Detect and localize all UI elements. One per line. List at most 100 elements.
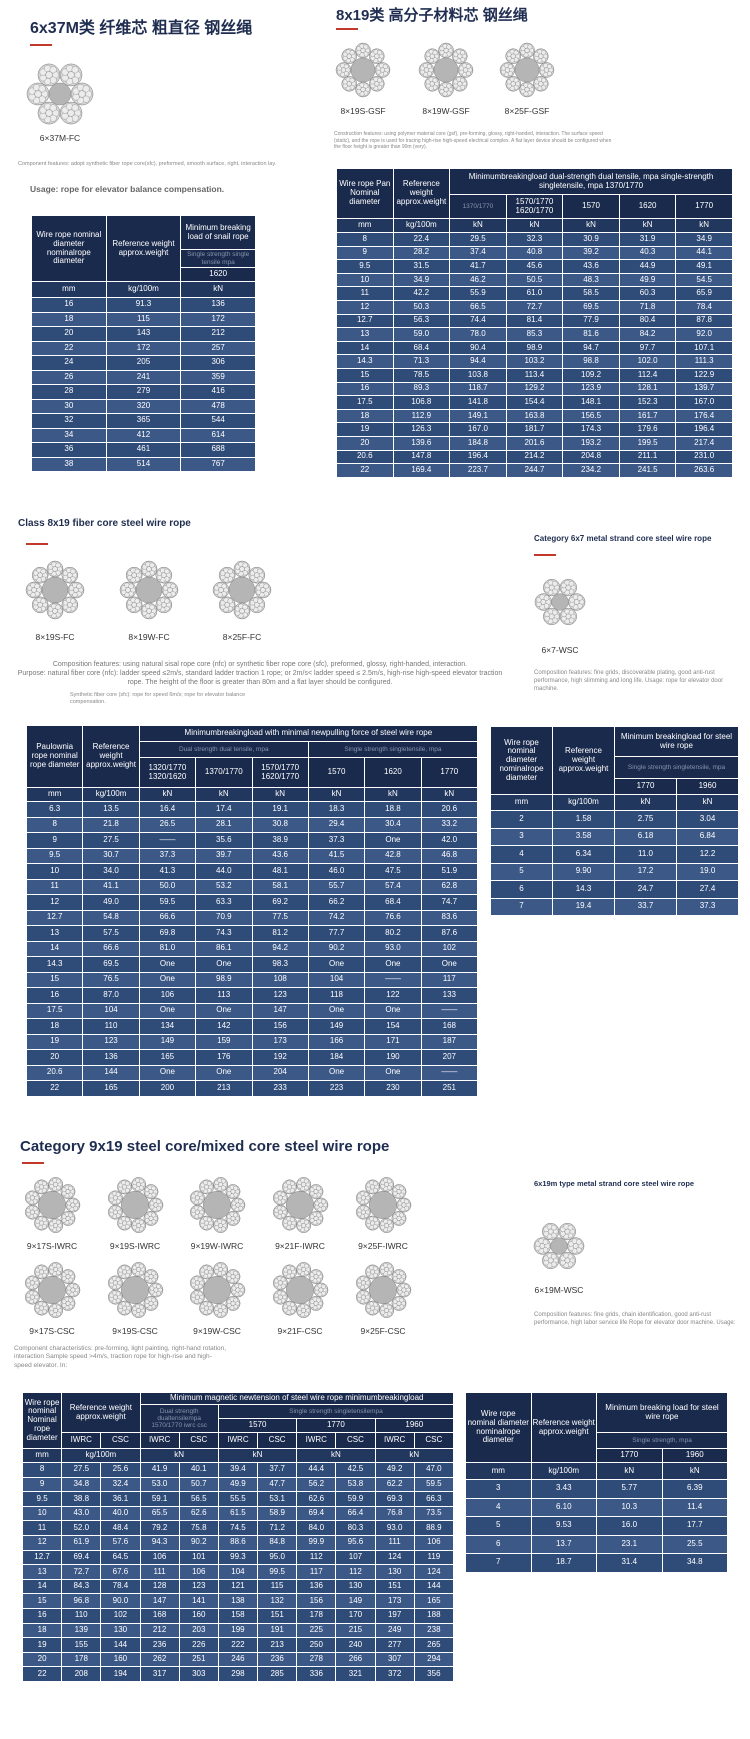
rope-wire (136, 1182, 141, 1187)
rope-wire (443, 48, 449, 53)
data-cell: 5 (490, 862, 553, 881)
data-cell: 170 (335, 1607, 376, 1624)
rope-wire (576, 1239, 582, 1245)
data-cell: 55.9 (449, 286, 507, 301)
rope-wire (399, 1185, 404, 1191)
data-cell: 109.2 (562, 367, 620, 383)
data-cell: 20.6 (25, 1064, 84, 1081)
data-cell: 69.2 (251, 894, 309, 911)
rope-icon (25, 1262, 81, 1318)
data-cell: 81.2 (251, 925, 309, 942)
rope-wire (49, 104, 57, 112)
data-cell: 6.39 (661, 1479, 728, 1499)
data-cell: 204 (251, 1064, 309, 1081)
rope-label: 6×19M-WSC (534, 1285, 584, 1295)
data-cell: 21.8 (82, 816, 140, 833)
rope-core (551, 593, 569, 611)
data-cell: 66.3 (413, 1491, 455, 1507)
rope-wire (34, 583, 40, 589)
data-cell: 24.7 (614, 880, 677, 899)
rope-wire (131, 572, 137, 578)
data-cell: 213 (195, 1080, 253, 1097)
data-cell: 160 (178, 1607, 219, 1624)
data-cell: 38 (31, 456, 107, 472)
data-cell: 250 (296, 1637, 337, 1653)
data-cell: 71.8 (618, 299, 677, 315)
units-row: mm kg/100m kN kN kN kN kN (336, 218, 733, 233)
data-row: 4 6.10 10.3 11.4 (465, 1497, 728, 1517)
rope-wire (404, 1284, 409, 1289)
header-cell: CSC (100, 1432, 141, 1449)
rope-core (286, 1276, 314, 1304)
data-row: 9.5 30.7 37.3 39.7 43.6 41.5 42.8 46.8 (25, 847, 479, 864)
rope-wire (113, 1294, 118, 1300)
header-cell: 1770 (420, 757, 479, 788)
data-cell: 15 (25, 971, 84, 988)
data-cell: 41.7 (449, 259, 507, 274)
data-cell: 265 (413, 1637, 455, 1653)
rope-wire (510, 81, 516, 87)
data-cell: 54.5 (675, 272, 733, 288)
data-cell: 61.5 (217, 1505, 259, 1522)
unit-cell: kN (138, 787, 197, 802)
data-cell: 181.7 (505, 422, 564, 437)
data-cell: 48.3 (562, 272, 620, 288)
unit-cell: mm (21, 1448, 63, 1463)
rope-wire (70, 1202, 76, 1208)
data-cell: 18.8 (364, 801, 422, 818)
data-cell: 41.5 (307, 847, 366, 864)
rope-wire (361, 1294, 366, 1300)
rope-wire (278, 1294, 283, 1300)
data-cell: 37.7 (257, 1462, 298, 1478)
data-cell: 251 (178, 1651, 219, 1668)
data-cell: 123 (178, 1578, 219, 1595)
data-cell: 47.7 (257, 1476, 298, 1493)
rope-wire (432, 77, 438, 83)
header-row: 1570 1770 1960 (23, 1418, 455, 1433)
data-cell: 132 (257, 1593, 298, 1609)
rope-label: 8×25F-FC (222, 632, 262, 642)
rope-wire (115, 1277, 121, 1282)
rope-label: 9×25F-CSC (360, 1326, 406, 1336)
header-cell: 1620 (618, 194, 677, 219)
data-cell: 320 (105, 398, 182, 414)
rope-wire (167, 587, 173, 593)
data-cell: 32.3 (505, 232, 564, 247)
features-text: Construction features: using polymer mat… (334, 131, 612, 150)
data-cell: 115 (257, 1578, 298, 1595)
data-cell: 217.4 (675, 435, 733, 451)
data-cell: 106 (138, 987, 197, 1004)
data-cell: 59.9 (335, 1491, 376, 1507)
header-cell: Reference weight approx.weight (61, 1392, 141, 1433)
rope-icon (25, 560, 85, 620)
rope-label: 8×25F-GSF (504, 106, 550, 116)
header-cell: 1370/1770 (449, 194, 507, 219)
header-row: Dual strength dualtensilempa 1570/1770 i… (23, 1404, 455, 1433)
data-cell: 172 (180, 311, 256, 327)
rope-wire (151, 1185, 156, 1191)
data-cell: 53.0 (139, 1476, 180, 1493)
header-cell: 1770 (296, 1418, 376, 1433)
data-cell: 95.6 (335, 1534, 376, 1551)
rope-wire (341, 67, 346, 73)
data-cell: 36 (31, 442, 107, 458)
data-cell: 372 (374, 1666, 415, 1682)
data-cell: 90.0 (100, 1593, 141, 1609)
data-cell: 16 (25, 987, 84, 1004)
header-row: 1770 1960 (491, 778, 739, 795)
rope-wire (124, 1217, 130, 1223)
data-cell: 106 (413, 1534, 455, 1551)
rope-wire (289, 1181, 295, 1186)
rope-wire (321, 1284, 326, 1289)
rope-wire (318, 1287, 324, 1293)
rope-wire (242, 562, 248, 568)
rope-wire (39, 1305, 44, 1311)
data-row: 2 1.58 2.75 3.04 (490, 810, 739, 829)
rope-wire (52, 566, 58, 572)
header-cell: Wire rope Pan Nominal diameter (336, 168, 394, 219)
data-cell: 69.5 (82, 956, 140, 973)
data-cell: 199.5 (618, 435, 677, 451)
rope-wire (548, 613, 555, 620)
data-cell: 11 (21, 1520, 63, 1536)
